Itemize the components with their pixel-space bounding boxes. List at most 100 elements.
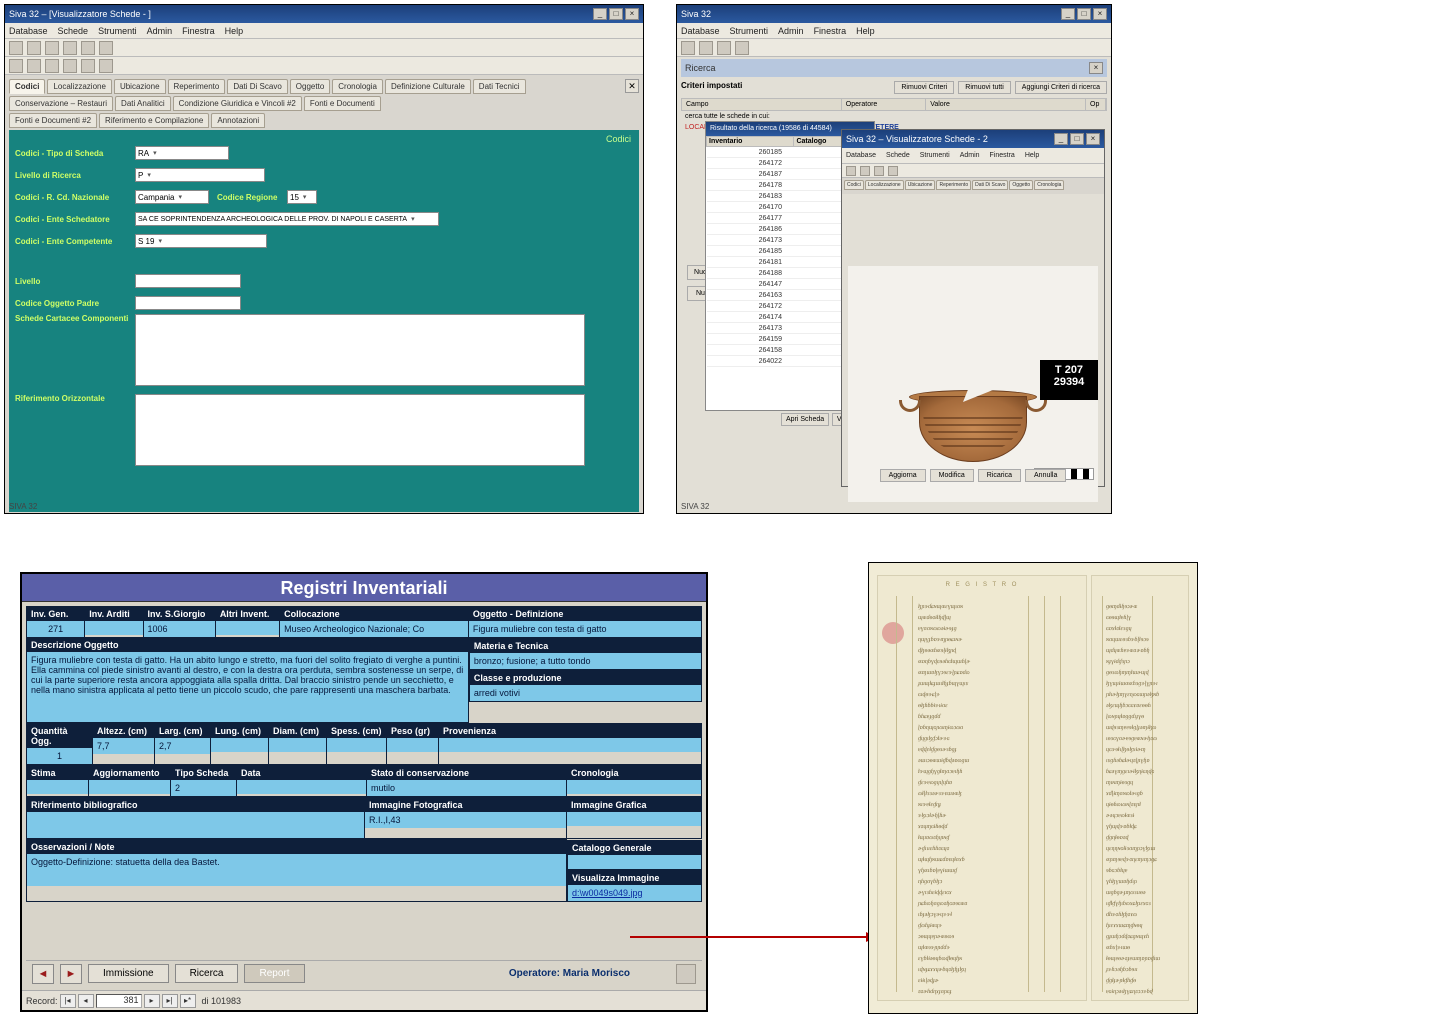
tab[interactable]: Annotazioni [211,113,265,128]
remove-criteria-button[interactable]: Rimuovi Criteri [894,81,954,94]
menu-item[interactable]: Database [9,26,48,36]
next-record-button[interactable]: ▸ [144,994,160,1008]
tab[interactable]: Fonti e Documenti [304,96,381,111]
altezz-value[interactable]: 7,7 [93,738,154,754]
menu-item[interactable]: Database [681,26,720,36]
menu-item[interactable]: Strumenti [98,26,137,36]
close-button[interactable]: × [625,8,639,20]
window-registri[interactable]: Registri Inventariali Inv. Gen.271 Inv. … [20,572,708,1012]
tab[interactable]: Oggetto [290,79,330,94]
nav-first-icon[interactable] [9,59,23,73]
menu-item[interactable]: Strumenti [730,26,769,36]
quant-value[interactable]: 1 [27,748,92,764]
livello-select[interactable]: P [135,168,265,182]
oggetto-value[interactable]: Figura muliebre con testa di gatto [469,621,701,637]
stima-value[interactable] [27,780,88,794]
cod-padre-input[interactable] [135,296,241,310]
tab[interactable]: Dati Analitici [115,96,171,111]
next-record-button[interactable]: ► [60,964,82,984]
new-record-button[interactable]: ▸* [180,994,196,1008]
inv-gen-value[interactable]: 271 [27,621,84,637]
close-button[interactable]: × [1093,8,1107,20]
modifica-button[interactable]: Modifica [930,469,974,482]
tab[interactable]: Dati Di Scavo [227,79,287,94]
prev-record-button[interactable]: ◂ [78,994,94,1008]
schede-cartacee-textarea[interactable] [135,314,585,386]
visualizza-link[interactable]: d:\w0049s049.jpg [568,885,701,901]
close-button[interactable]: × [1086,133,1100,145]
menu-item[interactable]: Help [1025,152,1039,159]
tipo-scheda-value[interactable]: 2 [171,780,236,796]
menu-item[interactable]: Finestra [814,26,847,36]
catalogo-value[interactable] [568,855,701,869]
tab[interactable]: Dati Tecnici [473,79,526,94]
lung-value[interactable] [211,738,268,752]
menu-item[interactable]: Strumenti [920,152,950,159]
tab[interactable]: Codici [844,180,864,190]
altri-inv-value[interactable] [216,621,279,635]
annulla-button[interactable]: Annulla [1025,469,1066,482]
menu-item[interactable]: Admin [960,152,980,159]
report-button[interactable]: Report [244,964,304,983]
nav-prev-icon[interactable] [27,59,41,73]
tab[interactable]: Definizione Culturale [385,79,471,94]
menubar[interactable]: DatabaseSchedeStrumentiAdminFinestraHelp [842,148,1104,164]
exit-icon[interactable] [676,964,696,984]
ricarica-button[interactable]: Ricarica [978,469,1021,482]
ente-sched-select[interactable]: SA CE SOPRINTENDENZA ARCHEOLOGICA DELLE … [135,212,439,226]
peso-value[interactable] [387,738,438,752]
ente-comp-select[interactable]: S 19 [135,234,267,248]
nav-next-icon[interactable] [45,59,59,73]
inv-sg-value[interactable]: 1006 [144,621,215,637]
stato-cons-value[interactable]: mutilo [367,780,566,796]
tab[interactable]: Conservazione – Restauri [9,96,113,111]
titlebar[interactable]: Siva 32 – [Visualizzatore Schede - ] _ □… [5,5,643,23]
minimize-button[interactable]: _ [1054,133,1068,145]
col-header[interactable]: Inventario [707,137,794,147]
open-icon[interactable] [681,41,695,55]
print-icon[interactable] [699,41,713,55]
tab[interactable]: Cronologia [1034,180,1064,190]
user-icon[interactable] [99,41,113,55]
tipo-scheda-select[interactable]: RA [135,146,229,160]
prev-record-button[interactable]: ◄ [32,964,54,984]
maximize-button[interactable]: □ [609,8,623,20]
cod-regione-select[interactable]: 15 [287,190,317,204]
image-icon[interactable] [99,59,113,73]
save-icon[interactable] [81,59,95,73]
menu-item[interactable]: Admin [778,26,804,36]
menu-item[interactable]: Finestra [182,26,215,36]
titlebar[interactable]: Siva 32 – Visualizzatore Schede - 2 _□× [842,130,1104,148]
maximize-button[interactable]: □ [1077,8,1091,20]
immissione-button[interactable]: Immissione [88,964,169,983]
data-value[interactable] [237,780,366,794]
menu-item[interactable]: Help [225,26,244,36]
materia-value[interactable]: bronzo; fusione; a tutto tondo [470,653,701,669]
tab[interactable]: Oggetto [1009,180,1033,190]
tab[interactable]: Reperimento [936,180,971,190]
descrizione-value[interactable]: Figura muliebre con testa di gatto. Ha u… [27,652,468,722]
minimize-button[interactable]: _ [593,8,607,20]
menu-item[interactable]: Help [856,26,875,36]
collocazione-value[interactable]: Museo Archeologico Nazionale; Co [280,621,468,637]
riferimento-textarea[interactable] [135,394,585,466]
inv-arditi-value[interactable] [85,621,142,635]
aggiorna-button[interactable]: Aggiorna [880,469,926,482]
osserv-value[interactable]: Oggetto-Definizione: statuetta della dea… [27,854,566,886]
tab[interactable]: Ubicazione [905,180,936,190]
search-icon[interactable] [45,41,59,55]
tab[interactable]: Condizione Giuridica e Vincoli #2 [173,96,302,111]
tab[interactable]: Ubicazione [114,79,166,94]
tool-icon[interactable] [888,166,898,176]
menu-item[interactable]: Schede [58,26,89,36]
tool-icon[interactable] [846,166,856,176]
first-record-button[interactable]: |◂ [60,994,76,1008]
imm-foto-value[interactable]: R.I.,I,43 [365,812,566,828]
menu-item[interactable]: Finestra [990,152,1015,159]
tab[interactable]: Localizzazione [47,79,111,94]
window-form-editor[interactable]: Siva 32 – [Visualizzatore Schede - ] _ □… [4,4,644,514]
menubar[interactable]: Database Schede Strumenti Admin Finestra… [5,23,643,39]
tab[interactable]: Fonti e Documenti #2 [9,113,97,128]
close-tab-button[interactable]: ✕ [625,79,639,93]
livello-input[interactable] [135,274,241,288]
